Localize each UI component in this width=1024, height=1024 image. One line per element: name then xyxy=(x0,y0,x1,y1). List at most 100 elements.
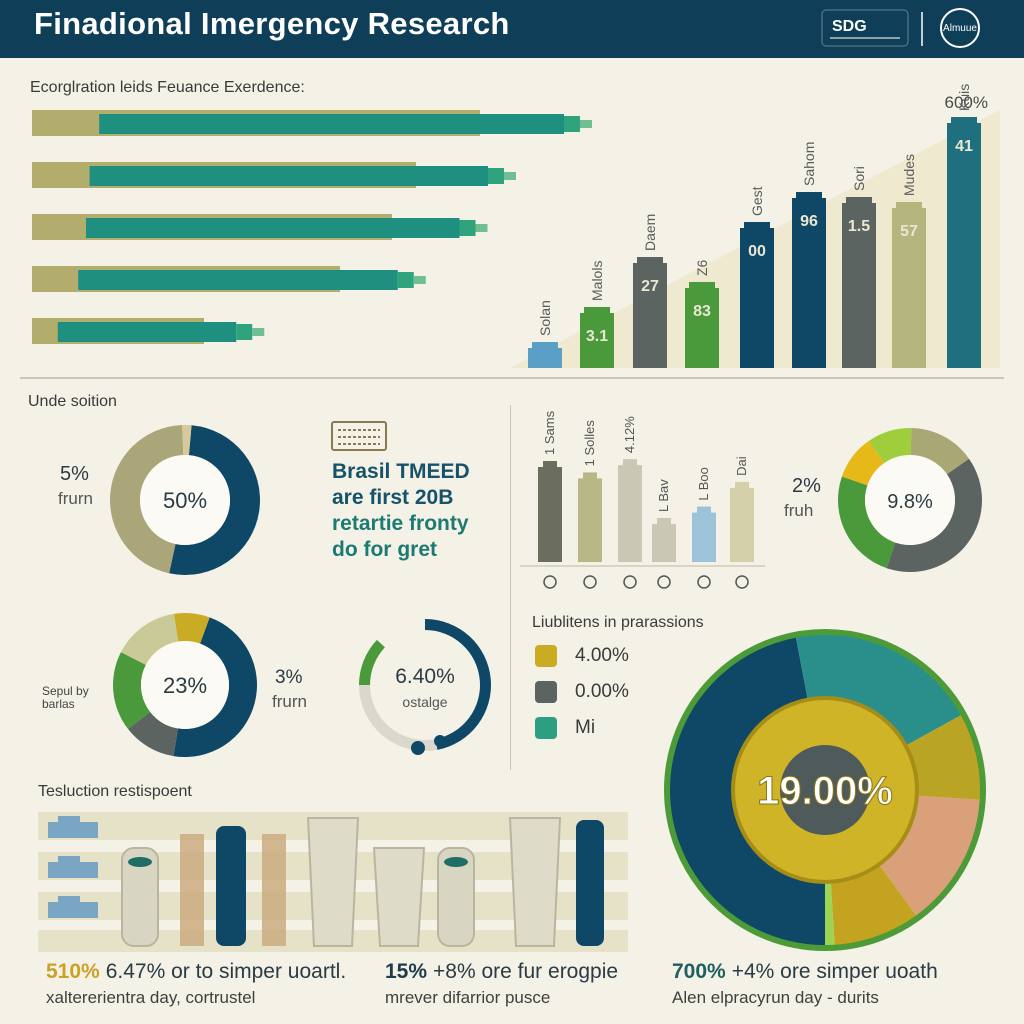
hbar-cap-0 xyxy=(564,116,580,132)
bigpie-center-label: 19.00% xyxy=(757,769,893,813)
stats-row: 510% 6.47% or to simper uoartl. xaltererie… xyxy=(0,960,1024,1020)
stat-rest-0: 6.47% or to simper uoartl. xyxy=(105,960,347,983)
mid-bar-cap-3 xyxy=(657,518,671,525)
vertical-bar-chart: 600% Solan 3.1 Malols 27 Daem 83 Z6 00 Gest 96 Saho… xyxy=(510,84,1000,368)
legend-swatch-1 xyxy=(535,681,557,703)
vbar-category-5: Sahom xyxy=(801,142,817,186)
vbar-cap-1 xyxy=(584,307,610,315)
donut2-slice-0 xyxy=(173,617,257,757)
vbar-label-8: 41 xyxy=(955,138,973,155)
stat-line-2: 700% +4% ore simper uoath xyxy=(672,960,1002,984)
legend-swatch-2 xyxy=(535,717,557,739)
donut3-slice-2 xyxy=(359,639,385,685)
donut3-center-sub: ostalge xyxy=(402,694,447,710)
section1-label: Ecorglration leids Feuance Exerdence: xyxy=(30,79,305,96)
mid-icon-3 xyxy=(657,575,671,589)
mid-bar-0 xyxy=(538,467,562,562)
sdg-logo-icon: SDG xyxy=(821,9,909,47)
header-bar: Finadional Imergency Research SDG Almuue xyxy=(0,0,1024,58)
vbar-category-4: Gest xyxy=(749,186,765,216)
donut2-slice-2 xyxy=(113,652,151,729)
stat-sub-1: mrever difarrior pusce xyxy=(385,988,551,1007)
vbar-0 xyxy=(528,348,562,368)
stat-rest-2: +4% ore simper uoath xyxy=(731,960,938,983)
donut1-side-value: 5% xyxy=(60,463,89,485)
donut2-center-label: 23% xyxy=(163,673,207,698)
hbar-tip-1 xyxy=(504,172,516,180)
bigpie-rim xyxy=(664,629,986,951)
mid-icon-1 xyxy=(583,575,597,589)
mid-category-3: L Bav xyxy=(656,479,671,512)
stat-sub-2: Alen elpracyrun day - durits xyxy=(672,988,879,1007)
vbar-5 xyxy=(792,198,826,368)
mid-bar-chart: 1 Sams 1 Solles 4.12% L Bav L Boo Dai xyxy=(520,410,765,589)
legend-item-0: 4.00% xyxy=(535,638,629,674)
logo-left-text: SDG xyxy=(832,18,867,35)
mid-category-0: 1 Sams xyxy=(542,410,557,455)
legend-label-0: 4.00% xyxy=(575,645,629,666)
section2-label: Unde soition xyxy=(28,393,117,410)
vbar-label-6: 1.5 xyxy=(848,218,870,235)
vbar-label-1: 3.1 xyxy=(586,328,608,345)
vbar-cap-2 xyxy=(637,257,663,265)
mid-icon-5 xyxy=(735,575,749,589)
vbar-category-7: Mudes xyxy=(901,154,917,196)
hbar-cap-3 xyxy=(397,272,414,288)
donut2-center xyxy=(141,641,229,729)
donut3-slice-1 xyxy=(359,685,438,751)
vbar-label-3: 83 xyxy=(693,303,711,320)
donut2-slice-4 xyxy=(173,613,210,644)
mid-icon-0 xyxy=(543,575,557,589)
intro-line-2: are first 20B xyxy=(332,486,454,509)
legend: 4.00% 0.00% Mi xyxy=(535,638,629,746)
vbar-4 xyxy=(740,228,774,368)
mid-bar-cap-0 xyxy=(543,461,557,468)
hbar-tip-4 xyxy=(252,328,265,336)
stat-line-1: 15% +8% ore fur erogpie xyxy=(385,960,715,984)
donut1-center-label: 50% xyxy=(163,488,207,513)
vbar-8 xyxy=(947,123,981,368)
donut2-left-label-box: Sepul by barlas xyxy=(42,685,89,711)
vbar-label-7: 57 xyxy=(900,223,918,240)
donut3-center-label: 6.40% xyxy=(395,665,455,688)
containers-illustration xyxy=(38,812,628,952)
stat-big-0: 510% xyxy=(46,960,100,983)
hbar-3 xyxy=(78,270,398,290)
donut3-dot-1 xyxy=(411,741,425,755)
mid-bar-1 xyxy=(578,478,602,562)
donut4-slice-4 xyxy=(910,428,969,475)
bigpie-core xyxy=(780,745,870,835)
logo-right-text: Almuue xyxy=(943,23,977,34)
donut2-side-value: 3% xyxy=(275,667,303,688)
donut-chart-2: 23% 3% frurn Sepul by barlas xyxy=(42,613,307,757)
vbar-2 xyxy=(633,263,667,368)
mid-bar-4 xyxy=(692,512,716,562)
vbar-category-2: Daem xyxy=(642,214,658,251)
donut4-slice-3 xyxy=(868,428,912,464)
vbar-3 xyxy=(685,288,719,368)
donut4-slice-2 xyxy=(841,441,885,486)
mid-category-1: 1 Solles xyxy=(582,420,597,467)
section3-label: Tesluction restispoent xyxy=(38,783,192,800)
hbar-tip-3 xyxy=(413,276,426,284)
stat-sub-0: xaltererientra day, cortrustel xyxy=(46,988,256,1007)
vbar-cap-6 xyxy=(846,197,872,205)
vbar-label-4: 00 xyxy=(748,243,766,260)
vbar-cap-8 xyxy=(951,117,977,125)
vbar-cap-4 xyxy=(744,222,770,230)
hbar-cap-2 xyxy=(459,220,476,236)
mid-category-4: L Boo xyxy=(696,467,711,501)
vbar-cap-5 xyxy=(796,192,822,200)
stat-item-1: 15% +8% ore fur erogpie mrever difarrior p… xyxy=(385,960,715,1008)
stat-big-2: 700% xyxy=(672,960,726,983)
mid-category-2: 4.12% xyxy=(622,416,637,453)
stat-big-1: 15% xyxy=(385,960,428,983)
donut2-slice-3 xyxy=(120,613,179,665)
hbar-tip-2 xyxy=(475,224,488,232)
hbar-2 xyxy=(86,218,460,238)
vbar-category-0: Solan xyxy=(537,300,553,336)
donut4-slice-1 xyxy=(838,476,896,569)
vbar-cap-7 xyxy=(896,202,922,210)
donut4-side-value: 2% xyxy=(792,475,821,497)
donut2-slice-1 xyxy=(127,711,178,757)
